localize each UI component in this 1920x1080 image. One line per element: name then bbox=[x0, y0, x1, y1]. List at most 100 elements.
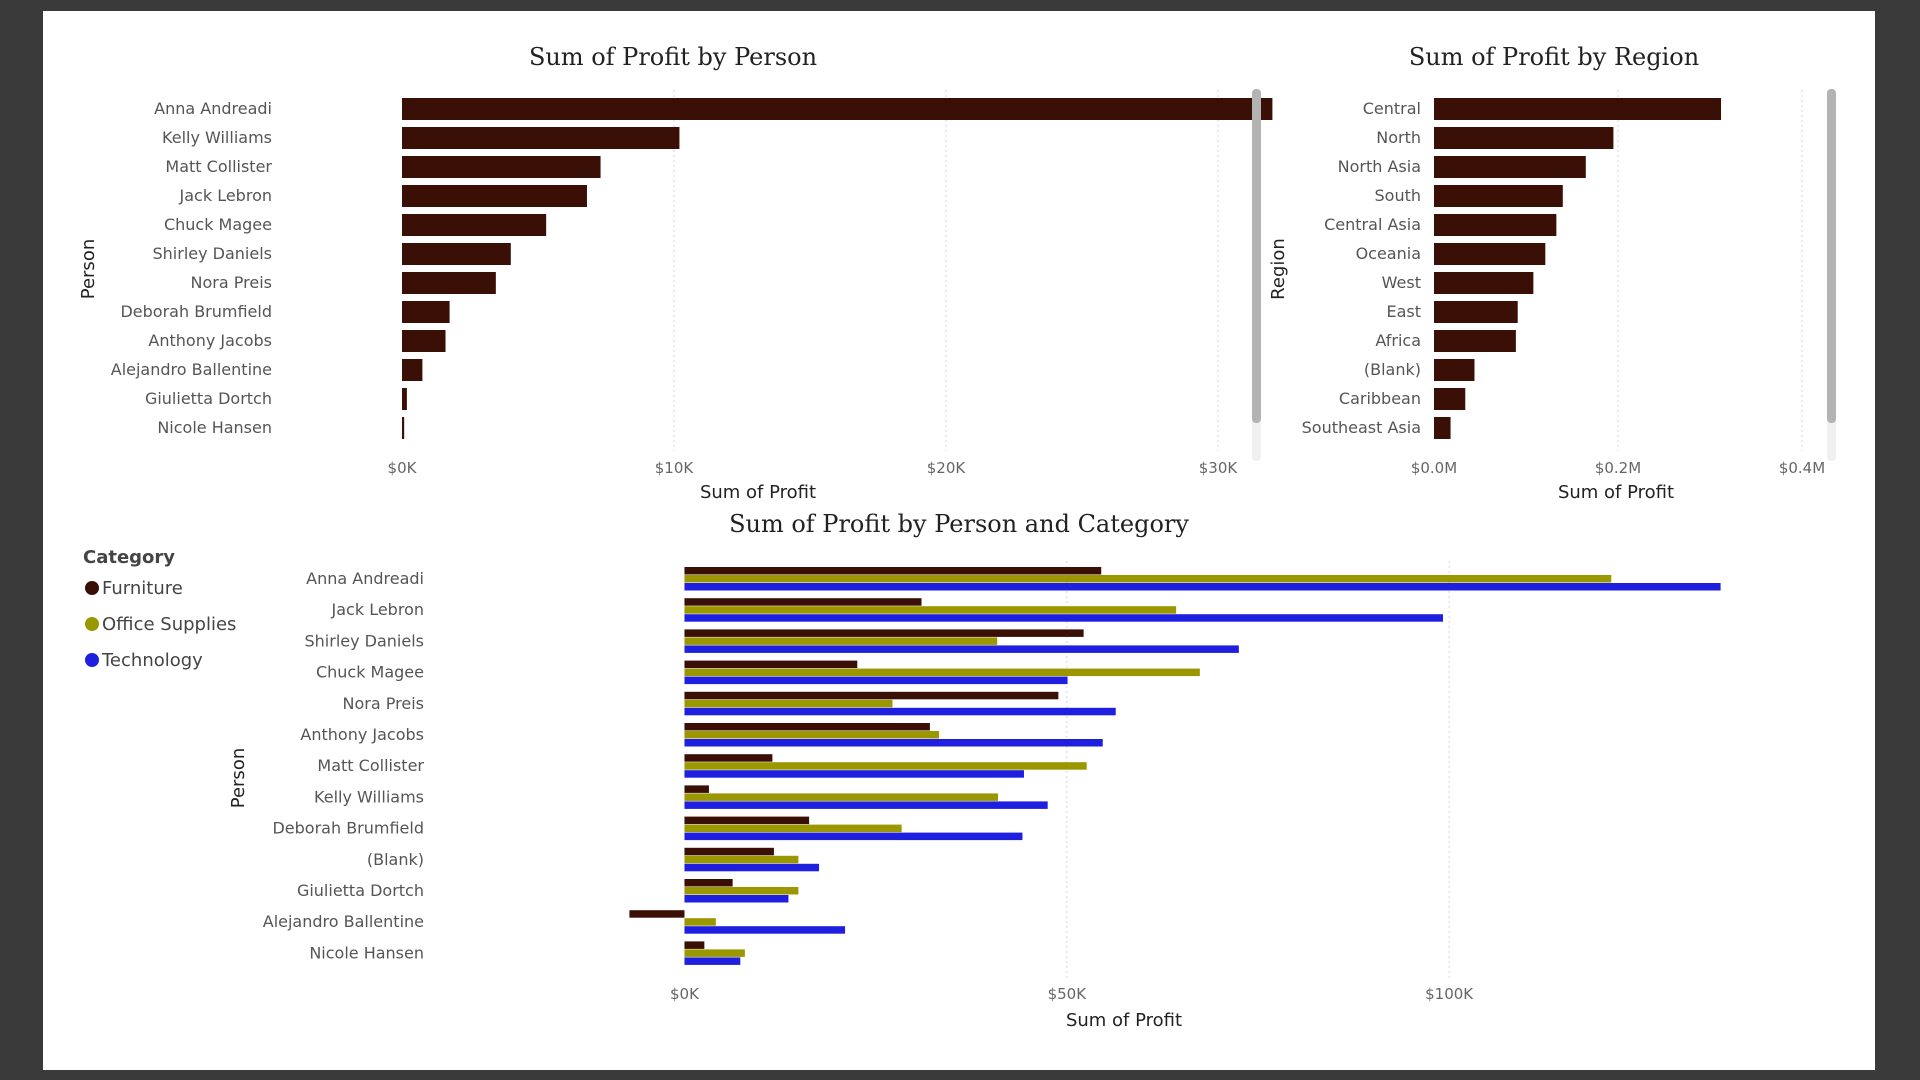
bar-jack-lebron[interactable] bbox=[402, 185, 587, 207]
bar-chuck-magee-furniture[interactable] bbox=[684, 660, 858, 669]
category-label: Shirley Daniels bbox=[305, 631, 425, 650]
bar-jack-lebron-technology[interactable] bbox=[684, 614, 1444, 622]
bar-anthony-jacobs-office-supplies[interactable] bbox=[684, 731, 940, 739]
bar-deborah-brumfield[interactable] bbox=[402, 301, 450, 323]
bar-giulietta-dortch-office-supplies[interactable] bbox=[684, 887, 799, 895]
x-tick-label: $20K bbox=[927, 459, 967, 477]
bar-nora-preis-technology[interactable] bbox=[684, 707, 1116, 716]
bar-central-asia[interactable] bbox=[1434, 214, 1557, 236]
bar-blank-technology[interactable] bbox=[684, 863, 820, 872]
bar-caribbean[interactable] bbox=[1434, 388, 1466, 410]
x-tick-label: $0.4M bbox=[1779, 459, 1825, 477]
bar-anthony-jacobs[interactable] bbox=[402, 330, 446, 352]
bar-nora-preis-office-supplies[interactable] bbox=[684, 699, 893, 708]
bar-anna-andreadi-office-supplies[interactable] bbox=[684, 575, 1612, 583]
category-label: Kelly Williams bbox=[314, 787, 424, 806]
bar-nicole-hansen-technology[interactable] bbox=[684, 957, 741, 965]
category-label: Nora Preis bbox=[191, 273, 272, 292]
bar-kelly-williams-furniture[interactable] bbox=[684, 785, 709, 793]
bar-shirley-daniels-office-supplies[interactable] bbox=[684, 637, 998, 645]
bar-anna-andreadi-furniture[interactable] bbox=[684, 567, 1102, 575]
bar-chuck-magee[interactable] bbox=[402, 214, 547, 236]
category-label: Giulietta Dortch bbox=[297, 881, 424, 900]
legend-item-office-supplies[interactable]: Office Supplies bbox=[102, 614, 236, 635]
chart2-scrollbar-thumb[interactable] bbox=[1827, 89, 1836, 423]
bar-giulietta-dortch[interactable] bbox=[402, 388, 407, 410]
bar-nicole-hansen-office-supplies[interactable] bbox=[684, 949, 745, 957]
bar-north-asia[interactable] bbox=[1434, 156, 1586, 178]
bar-kelly-williams-technology[interactable] bbox=[684, 801, 1048, 809]
bar-africa[interactable] bbox=[1434, 330, 1516, 352]
report-canvas: Sum of Profit by Person Anna Andreadi Kel… bbox=[43, 11, 1875, 1070]
x-tick-label: $100K bbox=[1425, 985, 1474, 1003]
chart2-y-axis-label: Region bbox=[1268, 238, 1289, 300]
category-label: Southeast Asia bbox=[1302, 418, 1421, 437]
bar-chuck-magee-office-supplies[interactable] bbox=[684, 668, 1200, 677]
bar-central[interactable] bbox=[1434, 98, 1722, 120]
bar-east[interactable] bbox=[1434, 301, 1518, 323]
bar-blank[interactable] bbox=[1434, 359, 1475, 381]
x-tick-label: $30K bbox=[1199, 459, 1239, 477]
bar-anna-andreadi[interactable] bbox=[402, 98, 1273, 120]
bar-shirley-daniels-furniture[interactable] bbox=[684, 629, 1084, 637]
category-label: Deborah Brumfield bbox=[272, 819, 424, 838]
bar-matt-collister-office-supplies[interactable] bbox=[684, 762, 1087, 770]
bar-deborah-brumfield-furniture[interactable] bbox=[684, 816, 810, 825]
bar-nicole-hansen-furniture[interactable] bbox=[684, 941, 705, 949]
bar-blank-furniture[interactable] bbox=[684, 847, 774, 856]
category-label: West bbox=[1382, 273, 1421, 292]
bar-matt-collister-furniture[interactable] bbox=[684, 754, 773, 762]
category-label: Nicole Hansen bbox=[309, 943, 424, 962]
bar-south[interactable] bbox=[1434, 185, 1563, 207]
category-label: (Blank) bbox=[367, 850, 424, 869]
bar-kelly-williams-office-supplies[interactable] bbox=[684, 793, 998, 801]
legend-item-technology[interactable]: Technology bbox=[101, 650, 203, 671]
bar-alejandro-ballentine-furniture[interactable] bbox=[629, 910, 685, 918]
category-label: Deborah Brumfield bbox=[120, 302, 272, 321]
bar-jack-lebron-furniture[interactable] bbox=[684, 598, 922, 606]
bar-nicole-hansen[interactable] bbox=[402, 417, 405, 439]
category-label: Alejandro Ballentine bbox=[111, 360, 272, 379]
chart1-x-axis-label: Sum of Profit bbox=[700, 482, 816, 503]
bar-southeast-asia[interactable] bbox=[1434, 417, 1451, 439]
category-label: Matt Collister bbox=[317, 756, 424, 775]
chart1-y-axis-label: Person bbox=[78, 239, 99, 300]
chart-profit-by-person[interactable]: Sum of Profit by Person Anna Andreadi Kel… bbox=[78, 43, 1273, 503]
category-label: North bbox=[1376, 128, 1421, 147]
category-label: Anna Andreadi bbox=[306, 569, 424, 588]
bar-west[interactable] bbox=[1434, 272, 1534, 294]
bar-shirley-daniels[interactable] bbox=[402, 243, 511, 265]
category-label: Africa bbox=[1375, 331, 1421, 350]
bar-alejandro-ballentine[interactable] bbox=[402, 359, 423, 381]
chart-profit-by-person-and-category[interactable]: Sum of Profit by Person and Category Cat… bbox=[83, 510, 1721, 1031]
legend[interactable]: Furniture Office Supplies Technology bbox=[85, 578, 236, 671]
bar-north[interactable] bbox=[1434, 127, 1614, 149]
x-tick-label: $0K bbox=[670, 985, 700, 1003]
bar-chuck-magee-technology[interactable] bbox=[684, 676, 1068, 685]
bar-nora-preis[interactable] bbox=[402, 272, 496, 294]
category-label: East bbox=[1386, 302, 1421, 321]
category-label: Kelly Williams bbox=[162, 128, 272, 147]
bar-matt-collister[interactable] bbox=[402, 156, 601, 178]
bar-matt-collister-technology[interactable] bbox=[684, 770, 1024, 778]
bar-deborah-brumfield-office-supplies[interactable] bbox=[684, 824, 902, 833]
legend-title: Category bbox=[83, 547, 175, 568]
bar-alejandro-ballentine-office-supplies[interactable] bbox=[684, 918, 716, 926]
chart-profit-by-region[interactable]: Sum of Profit by Region Central North Nort… bbox=[1268, 43, 1836, 503]
bar-jack-lebron-office-supplies[interactable] bbox=[684, 606, 1177, 614]
bar-anthony-jacobs-furniture[interactable] bbox=[684, 723, 930, 731]
bar-oceania[interactable] bbox=[1434, 243, 1546, 265]
bar-shirley-daniels-technology[interactable] bbox=[684, 645, 1239, 653]
bar-nora-preis-furniture[interactable] bbox=[684, 691, 1059, 700]
bar-anna-andreadi-technology[interactable] bbox=[684, 583, 1721, 591]
legend-item-furniture[interactable]: Furniture bbox=[102, 578, 183, 599]
bar-anthony-jacobs-technology[interactable] bbox=[684, 739, 1103, 747]
bar-alejandro-ballentine-technology[interactable] bbox=[684, 926, 846, 934]
bar-giulietta-dortch-furniture[interactable] bbox=[684, 879, 733, 887]
bar-deborah-brumfield-technology[interactable] bbox=[684, 832, 1023, 841]
chart1-scrollbar-thumb[interactable] bbox=[1252, 89, 1261, 423]
bar-giulietta-dortch-technology[interactable] bbox=[684, 895, 789, 903]
bar-blank-office-supplies[interactable] bbox=[684, 855, 799, 864]
bar-kelly-williams[interactable] bbox=[402, 127, 680, 149]
legend-marker-office-supplies bbox=[85, 617, 99, 631]
